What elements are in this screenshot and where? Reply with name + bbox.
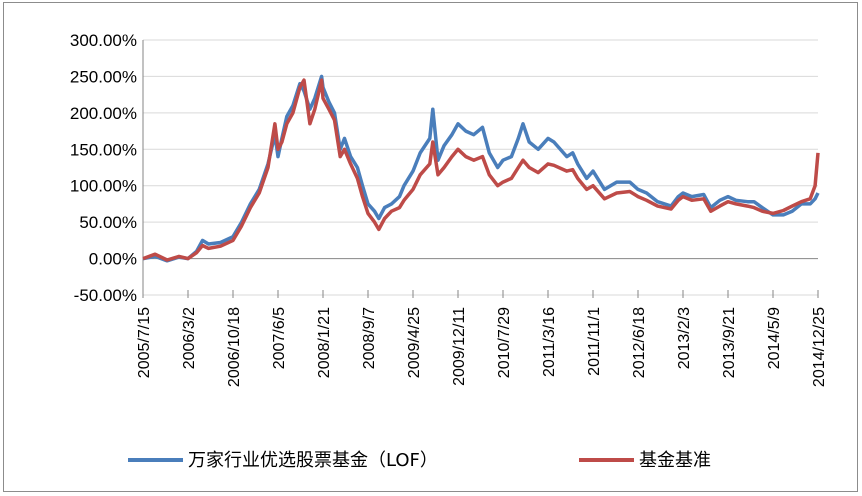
y-tick-label: 150.00% <box>70 140 137 159</box>
x-tick-label: 2006/3/2 <box>181 307 198 369</box>
x-tick-label: 2014/12/25 <box>811 307 828 387</box>
y-tick-label: 250.00% <box>70 67 137 86</box>
y-tick-label: 0.00% <box>89 250 137 269</box>
x-tick-label: 2008/1/21 <box>316 307 333 378</box>
x-tick-label: 2010/7/29 <box>496 307 513 378</box>
y-tick-label: -50.00% <box>74 286 137 305</box>
series-line-2 <box>142 78 820 262</box>
legend-label-2: 基金基准 <box>639 450 711 471</box>
y-tick-label: 200.00% <box>70 104 137 123</box>
x-tick-label: 2009/12/11 <box>451 307 468 386</box>
legend-label-1: 万家行业优选股票基金（LOF） <box>188 450 438 471</box>
x-tick-label: 2013/2/3 <box>676 307 693 369</box>
series-line-1 <box>142 74 820 263</box>
chart-frame <box>3 2 858 492</box>
y-tick-label: 300.00% <box>70 31 137 50</box>
x-tick-label: 2008/9/7 <box>361 307 378 369</box>
y-tick-label: 50.00% <box>79 213 137 232</box>
x-tick-label: 2009/4/25 <box>406 307 423 378</box>
x-tick-label: 2012/6/18 <box>631 307 648 378</box>
x-tick-label: 2005/7/15 <box>136 307 153 378</box>
y-tick-label: 100.00% <box>70 177 137 196</box>
x-tick-label: 2013/9/21 <box>721 307 738 378</box>
x-tick-label: 2011/11/1 <box>586 307 603 376</box>
x-tick-label: 2011/3/16 <box>541 307 558 377</box>
x-tick-label: 2007/6/5 <box>271 307 288 369</box>
x-tick-label: 2014/5/9 <box>766 307 783 369</box>
x-tick-label: 2006/10/18 <box>226 307 243 387</box>
